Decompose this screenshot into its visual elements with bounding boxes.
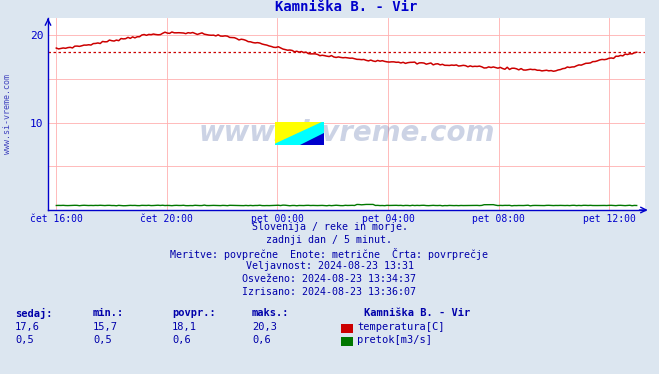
Text: 0,6: 0,6	[252, 335, 271, 345]
Text: zadnji dan / 5 minut.: zadnji dan / 5 minut.	[266, 235, 393, 245]
Text: 0,6: 0,6	[172, 335, 190, 345]
Text: 20,3: 20,3	[252, 322, 277, 332]
Text: pretok[m3/s]: pretok[m3/s]	[357, 335, 432, 345]
Text: povpr.:: povpr.:	[172, 308, 215, 318]
Text: Kamniška B. - Vir: Kamniška B. - Vir	[364, 308, 471, 318]
Text: Slovenija / reke in morje.: Slovenija / reke in morje.	[252, 222, 407, 232]
Text: 17,6: 17,6	[15, 322, 40, 332]
Text: 0,5: 0,5	[93, 335, 112, 345]
Text: Meritve: povprečne  Enote: metrične  Črta: povrprečje: Meritve: povprečne Enote: metrične Črta:…	[171, 248, 488, 260]
Text: sedaj:: sedaj:	[15, 308, 53, 319]
Text: 18,1: 18,1	[172, 322, 197, 332]
Text: www.si-vreme.com: www.si-vreme.com	[198, 119, 495, 147]
Polygon shape	[299, 133, 324, 144]
Polygon shape	[275, 122, 324, 144]
Text: Osveženo: 2024-08-23 13:34:37: Osveženo: 2024-08-23 13:34:37	[243, 274, 416, 284]
Text: www.si-vreme.com: www.si-vreme.com	[3, 74, 13, 154]
Text: min.:: min.:	[93, 308, 125, 318]
Text: 15,7: 15,7	[93, 322, 118, 332]
Text: 0,5: 0,5	[15, 335, 34, 345]
Title: Kamniška B. - Vir: Kamniška B. - Vir	[275, 0, 418, 14]
Text: Veljavnost: 2024-08-23 13:31: Veljavnost: 2024-08-23 13:31	[246, 261, 413, 271]
Text: maks.:: maks.:	[252, 308, 289, 318]
Polygon shape	[275, 122, 324, 144]
Text: Izrisano: 2024-08-23 13:36:07: Izrisano: 2024-08-23 13:36:07	[243, 287, 416, 297]
Text: temperatura[C]: temperatura[C]	[357, 322, 445, 332]
